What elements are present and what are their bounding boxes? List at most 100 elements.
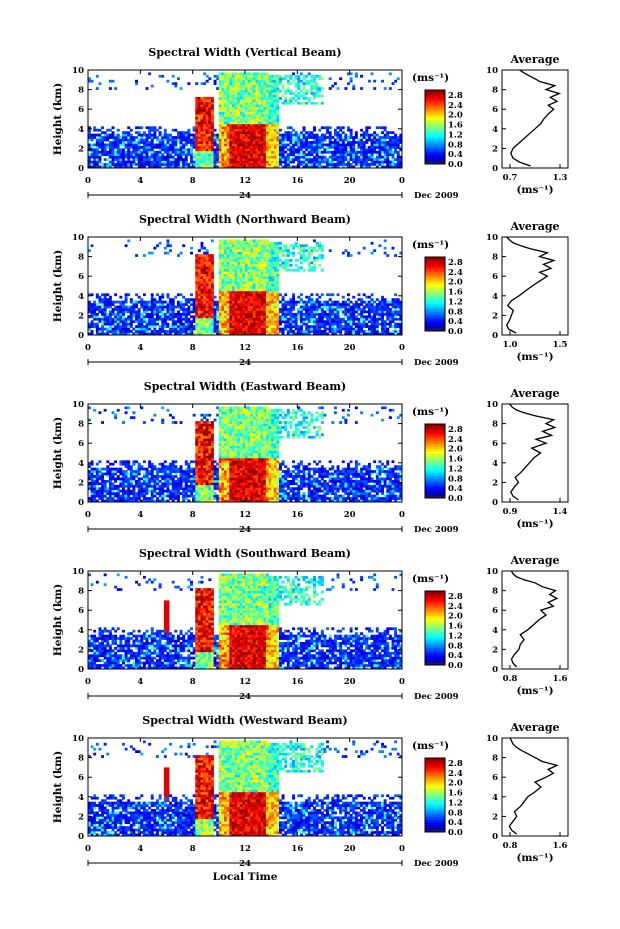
- heatmap-cell: [210, 153, 214, 157]
- heatmap-cell: [294, 317, 298, 321]
- heatmap-cell: [114, 158, 118, 161]
- heatmap-cell: [106, 165, 110, 169]
- heatmap-cell: [213, 141, 217, 144]
- heatmap-cell: [171, 298, 175, 301]
- heatmap-cell: [245, 320, 248, 324]
- heatmap-cell: [318, 332, 322, 336]
- heatmap-cell: [224, 99, 227, 103]
- heatmap-cell: [182, 325, 186, 328]
- heatmap-cell: [286, 254, 290, 257]
- heatmap-cell: [268, 121, 272, 125]
- heatmap-cell: [271, 251, 275, 255]
- heatmap-cell: [106, 150, 110, 154]
- heatmap-cell: [276, 145, 280, 149]
- heatmap-cell: [373, 131, 377, 134]
- heatmap-cell: [294, 263, 298, 267]
- heatmap-cell: [169, 136, 173, 139]
- heatmap-cell: [331, 150, 335, 154]
- heatmap-cell: [247, 128, 251, 132]
- heatmap-cell: [255, 96, 259, 100]
- beam-panel-1: Spectral Width (Northward Beam)0246810He…: [52, 213, 569, 368]
- heatmap-cell: [328, 160, 332, 164]
- heatmap-cell: [307, 317, 311, 321]
- heatmap-cell: [391, 330, 395, 333]
- heatmap-cell: [247, 254, 251, 257]
- heatmap-cell: [247, 276, 251, 279]
- profile-x-unit: (ms⁻¹): [516, 184, 553, 196]
- heatmap-cell: [331, 145, 335, 149]
- heatmap-cell: [297, 246, 301, 250]
- heatmap-cell: [255, 305, 259, 309]
- heatmap-cell: [297, 295, 301, 299]
- heatmap-cell: [250, 165, 254, 169]
- heatmap-cell: [135, 330, 139, 333]
- heatmap-cell: [250, 133, 254, 137]
- heatmap-cell: [250, 126, 254, 130]
- heatmap-cell: [234, 320, 238, 324]
- heatmap-cell: [221, 126, 225, 130]
- heatmap-cell: [299, 163, 303, 166]
- heatmap-cell: [370, 305, 374, 309]
- heatmap-cell: [237, 74, 241, 78]
- heatmap-cell: [166, 158, 170, 161]
- heatmap-cell: [200, 141, 204, 144]
- heatmap-cell: [347, 160, 350, 164]
- heatmap-cell: [260, 99, 264, 103]
- heatmap-cell: [292, 153, 296, 157]
- heatmap-cell: [218, 288, 222, 292]
- heatmap-cell: [315, 317, 319, 321]
- heatmap-cell: [122, 133, 125, 137]
- heatmap-cell: [166, 136, 170, 139]
- heatmap-cell: [231, 327, 235, 331]
- heatmap-cell: [93, 315, 97, 319]
- heatmap-cell: [258, 290, 261, 294]
- heatmap-cell: [119, 138, 123, 142]
- heatmap-cell: [239, 266, 243, 270]
- heatmap-cell: [95, 305, 99, 309]
- heatmap-cell: [255, 259, 259, 262]
- heatmap-cell: [281, 155, 285, 159]
- heatmap-cell: [289, 158, 293, 161]
- heatmap-cell: [307, 133, 311, 137]
- heatmap-cell: [339, 330, 343, 333]
- heatmap-cell: [284, 325, 288, 328]
- heatmap-cell: [145, 312, 149, 316]
- heatmap-cell: [218, 126, 222, 130]
- heatmap-cell: [192, 303, 196, 306]
- heatmap-cell: [224, 114, 227, 117]
- heatmap-cell: [218, 290, 222, 294]
- heatmap-cell: [370, 150, 374, 154]
- heatmap-cell: [226, 286, 230, 289]
- heatmap-cell: [252, 89, 256, 93]
- heatmap-cell: [93, 325, 97, 328]
- heatmap-cell: [260, 138, 264, 142]
- heatmap-cell: [239, 308, 243, 311]
- heatmap-cell: [213, 317, 217, 321]
- heatmap-cell: [106, 330, 110, 333]
- heatmap-cell: [119, 315, 123, 319]
- heatmap-cell: [378, 153, 382, 157]
- heatmap-cell: [273, 121, 277, 125]
- heatmap-cell: [320, 77, 324, 81]
- heatmap-cell: [245, 96, 248, 100]
- heatmap-cell: [255, 143, 259, 147]
- heatmap-cell: [381, 317, 384, 321]
- heatmap-cell: [315, 148, 319, 152]
- heatmap-cell: [388, 136, 392, 139]
- heatmap-cell: [260, 327, 264, 331]
- heatmap-cell: [347, 165, 350, 169]
- heatmap-cell: [245, 251, 248, 255]
- heatmap-cell: [328, 322, 332, 326]
- heatmap-cell: [184, 303, 188, 306]
- heatmap-cell: [292, 101, 296, 105]
- heatmap-cell: [292, 155, 296, 159]
- heatmap-cell: [344, 133, 348, 137]
- heatmap-cell: [268, 330, 272, 333]
- heatmap-cell: [176, 293, 180, 297]
- heatmap-cell: [226, 160, 230, 164]
- heatmap-cell: [221, 145, 225, 149]
- heatmap-cell: [294, 141, 298, 144]
- heatmap-cell: [231, 114, 235, 117]
- heatmap-cell: [263, 126, 267, 130]
- heatmap-cell: [349, 332, 353, 336]
